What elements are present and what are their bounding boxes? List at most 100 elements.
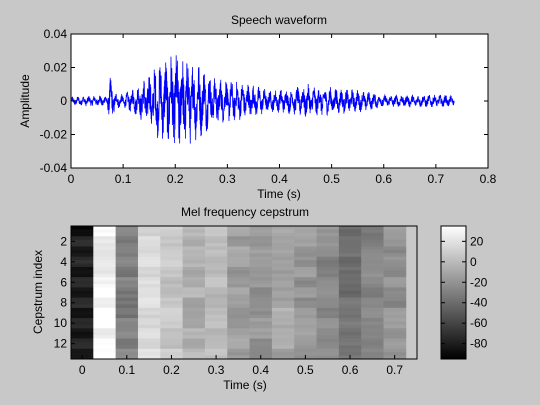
- cepstrum-cell: [204, 307, 228, 312]
- cepstrum-cell: [204, 260, 228, 264]
- cepstrum-cell: [227, 314, 250, 319]
- cepstrum-cell: [227, 270, 250, 275]
- cepstrum-cell: [182, 280, 206, 285]
- cepstrum-cell: [227, 335, 250, 339]
- cepstrum-cell: [71, 249, 94, 254]
- cepstrum-cell: [249, 246, 273, 251]
- cepstrum-cell: [137, 321, 161, 326]
- cepstrum-cell: [361, 253, 384, 258]
- cepstrum-cell: [338, 226, 362, 230]
- cepstrum-cell: [361, 226, 384, 230]
- cepstrum-cell: [115, 307, 139, 312]
- cepstrum-cell: [271, 290, 295, 295]
- cepstrum-cell: [383, 266, 407, 271]
- colorbar-tick-label: -20: [470, 275, 488, 289]
- cepstrum-cell: [182, 290, 206, 295]
- cepstrum-cell: [338, 311, 362, 316]
- cepstrum-cell: [338, 304, 362, 309]
- cepstrum-cell: [271, 338, 295, 343]
- cepstrum-cell: [338, 345, 362, 350]
- cepstrum-cell: [383, 307, 407, 312]
- cepstrum-cell: [71, 321, 94, 326]
- cepstrum-x-tick-label: 0.4: [252, 363, 269, 377]
- cepstrum-cell: [338, 321, 362, 326]
- cepstrum-cell: [271, 239, 295, 244]
- cepstrum-cell: [71, 280, 94, 285]
- cepstrum-cell: [93, 226, 117, 230]
- cepstrum-cell: [137, 335, 161, 339]
- cepstrum-cell: [93, 287, 117, 292]
- cepstrum-cell: [294, 273, 317, 278]
- cepstrum-y-label: Cepstrum index: [31, 250, 45, 334]
- cepstrum-cell: [361, 260, 384, 264]
- cepstrum-cell: [271, 232, 295, 237]
- waveform-x-tick-label: 0.4: [271, 172, 288, 186]
- cepstrum-cell: [137, 280, 161, 285]
- cepstrum-cell: [115, 301, 139, 305]
- cepstrum-cell: [115, 328, 139, 333]
- cepstrum-cell: [160, 253, 184, 258]
- cepstrum-cell: [160, 246, 184, 251]
- cepstrum-cell: [93, 260, 117, 264]
- cepstrum-cell: [182, 232, 206, 237]
- cepstrum-x-tick-label: 0.3: [208, 363, 225, 377]
- cepstrum-cell: [249, 290, 273, 295]
- cepstrum-cell: [227, 266, 250, 271]
- cepstrum-x-tick-label: 0.5: [297, 363, 314, 377]
- cepstrum-cell: [227, 263, 250, 268]
- cepstrum-cell: [182, 260, 206, 264]
- cepstrum-cell: [182, 345, 206, 350]
- cepstrum-cell: [294, 270, 317, 275]
- cepstrum-cell: [93, 318, 117, 322]
- cepstrum-cell: [294, 260, 317, 264]
- cepstrum-cell: [316, 283, 340, 288]
- cepstrum-cell: [71, 287, 94, 292]
- cepstrum-cell: [316, 335, 340, 339]
- cepstrum-cell: [71, 290, 94, 295]
- cepstrum-cell: [383, 348, 407, 353]
- cepstrum-cell: [160, 229, 184, 234]
- cepstrum-cell: [227, 239, 250, 244]
- cepstrum-cell: [249, 311, 273, 316]
- cepstrum-cell: [93, 236, 117, 241]
- cepstrum-cell: [316, 355, 340, 359]
- cepstrum-cell: [182, 328, 206, 333]
- cepstrum-cell: [160, 226, 184, 230]
- cepstrum-cell: [160, 290, 184, 295]
- cepstrum-cell: [160, 239, 184, 244]
- cepstrum-cell: [361, 304, 384, 309]
- cepstrum-cell: [271, 348, 295, 353]
- cepstrum-cell: [338, 283, 362, 288]
- cepstrum-cell: [93, 338, 117, 343]
- cepstrum-cell: [294, 226, 317, 230]
- cepstrum-cell: [271, 341, 295, 346]
- cepstrum-cell: [361, 311, 384, 316]
- cepstrum-cell: [338, 229, 362, 234]
- cepstrum-cell: [249, 273, 273, 278]
- cepstrum-cell: [71, 294, 94, 299]
- cepstrum-cell: [316, 321, 340, 326]
- cepstrum-cell: [204, 321, 228, 326]
- waveform-x-tick-label: 0.5: [323, 172, 340, 186]
- cepstrum-cell: [160, 348, 184, 353]
- cepstrum-cell: [316, 338, 340, 343]
- cepstrum-cell: [227, 283, 250, 288]
- waveform-x-tick-label: 0: [68, 172, 75, 186]
- cepstrum-cell: [182, 246, 206, 251]
- waveform-y-tick-label: 0.02: [44, 61, 68, 75]
- cepstrum-cell: [338, 277, 362, 281]
- cepstrum-cell: [361, 246, 384, 251]
- cepstrum-cell: [71, 331, 94, 336]
- cepstrum-cell: [71, 283, 94, 288]
- cepstrum-panel: Mel frequency cepstrum 0 0.1 0.2 0.3 0.4 0.5 0…: [31, 205, 488, 392]
- cepstrum-cell: [137, 239, 161, 244]
- cepstrum-cell: [271, 229, 295, 234]
- cepstrum-cell: [361, 263, 384, 268]
- cepstrum-cell: [361, 249, 384, 254]
- cepstrum-y-tick-label: 12: [54, 337, 68, 351]
- cepstrum-cell: [182, 307, 206, 312]
- cepstrum-cell: [338, 318, 362, 322]
- cepstrum-cell: [383, 287, 407, 292]
- cepstrum-cell: [249, 348, 273, 353]
